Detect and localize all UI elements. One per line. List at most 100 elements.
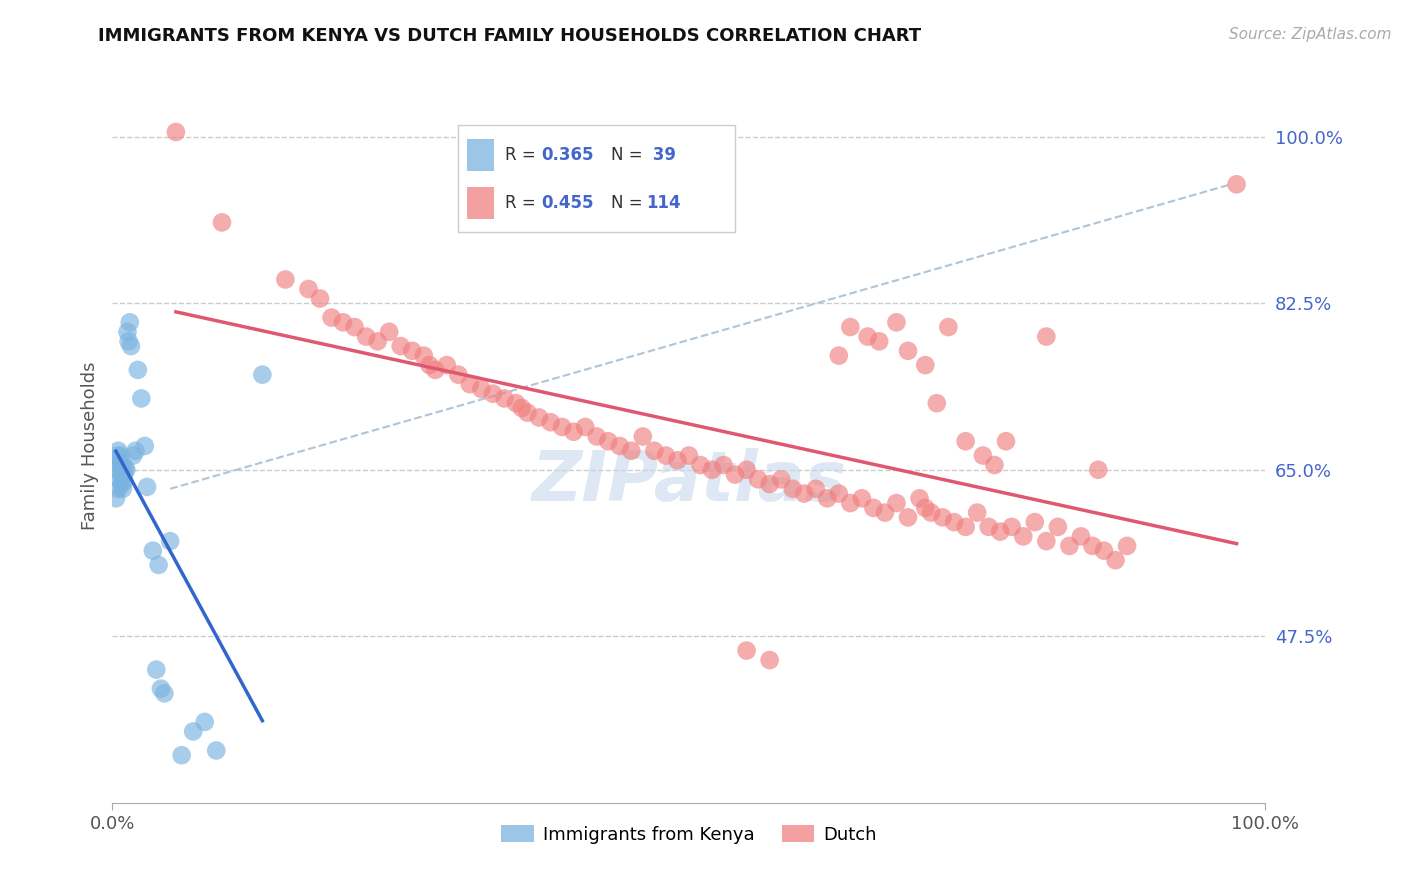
Point [793,486,815,500]
Point [527,410,550,425]
Point [470,382,492,396]
Point [148,558,170,572]
Point [107,482,129,496]
Point [117,325,139,339]
Point [886,315,908,329]
Point [482,386,505,401]
Point [770,472,793,486]
Point [943,515,966,529]
Point [149,681,172,696]
Point [1012,529,1035,543]
Point [851,491,873,506]
Point [129,392,153,406]
Point [112,467,135,482]
Point [120,339,142,353]
Point [104,463,127,477]
Point [1116,539,1139,553]
Point [931,510,953,524]
Point [111,482,134,496]
Point [839,320,862,334]
Point [343,320,366,334]
Point [735,643,758,657]
Point [205,743,228,757]
Point [104,491,127,506]
Point [1024,515,1046,529]
Point [389,339,412,353]
Point [914,358,936,372]
Point [713,458,735,472]
Point [112,474,135,488]
Point [868,334,890,349]
Point [309,292,332,306]
Point [938,320,960,334]
Point [1001,520,1024,534]
Point [367,334,389,349]
Point [153,686,176,700]
Point [828,349,851,363]
Point [494,392,516,406]
Point [510,401,533,415]
Point [955,434,977,449]
Point [828,486,851,500]
Point [321,310,343,325]
Point [643,443,665,458]
Point [110,455,132,469]
Point [977,520,1000,534]
Point [118,315,141,329]
Point [966,506,988,520]
Point [862,500,884,515]
Point [666,453,689,467]
Point [972,449,994,463]
Point [114,461,136,475]
Point [897,510,920,524]
Point [955,520,977,534]
Point [689,458,711,472]
Point [124,443,146,458]
Point [274,272,297,286]
Point [983,458,1005,472]
Text: Source: ZipAtlas.com: Source: ZipAtlas.com [1229,27,1392,42]
Point [804,482,827,496]
Point [425,363,447,377]
Point [1226,178,1249,192]
Point [127,363,149,377]
Point [297,282,319,296]
Point [436,358,458,372]
Point [145,663,167,677]
Point [354,329,377,343]
Point [108,458,131,472]
Point [117,334,139,349]
Point [620,443,643,458]
Point [122,449,145,463]
Point [516,406,538,420]
Point [897,343,920,358]
Point [1081,539,1104,553]
Point [458,377,481,392]
Point [908,491,931,506]
Point [111,463,134,477]
Point [747,472,769,486]
Point [107,443,129,458]
Point [159,534,181,549]
Point [108,472,131,486]
Point [1070,529,1092,543]
Point [211,215,233,229]
Point [447,368,470,382]
Point [815,491,838,506]
Point [1046,520,1069,534]
Point [914,500,936,515]
Y-axis label: Family Households: Family Households [80,362,98,530]
Point [758,653,780,667]
Point [925,396,948,410]
Point [111,467,134,482]
Point [562,425,585,439]
Point [839,496,862,510]
Point [988,524,1011,539]
Point [181,724,204,739]
Point [585,429,607,443]
Point [1059,539,1081,553]
Point [540,415,562,429]
Point [886,496,908,510]
Point [678,449,700,463]
Point [1092,543,1115,558]
